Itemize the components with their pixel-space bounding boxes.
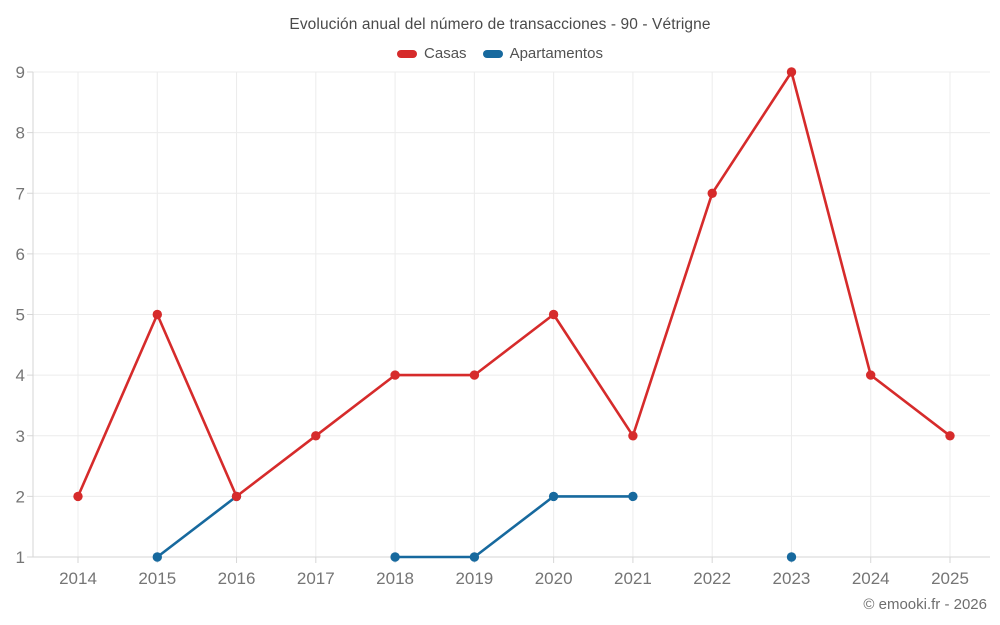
data-point-casas-2022 xyxy=(707,188,717,198)
data-point-casas-2021 xyxy=(628,431,638,441)
data-point-casas-2025 xyxy=(945,431,955,441)
y-tick-label: 1 xyxy=(16,548,25,567)
data-point-casas-2018 xyxy=(390,370,400,380)
y-tick-label: 8 xyxy=(16,124,25,143)
x-tick-label: 2020 xyxy=(535,569,573,588)
y-tick-label: 2 xyxy=(16,487,25,506)
x-tick-label: 2018 xyxy=(376,569,414,588)
x-tick-label: 2022 xyxy=(693,569,731,588)
data-point-apartamentos-2021 xyxy=(628,491,638,502)
y-tick-label: 7 xyxy=(16,184,25,203)
data-point-apartamentos-2015 xyxy=(152,552,162,562)
data-point-casas-2015 xyxy=(152,309,162,320)
y-tick-label: 9 xyxy=(16,63,25,82)
x-tick-label: 2014 xyxy=(59,569,97,588)
data-point-apartamentos-2018 xyxy=(390,552,400,562)
chart-title: Evolución anual del número de transaccio… xyxy=(289,16,711,33)
x-tick-label: 2019 xyxy=(455,569,493,588)
data-point-apartamentos-2019 xyxy=(469,552,480,562)
legend-item-apartamentos: Apartamentos xyxy=(482,45,603,62)
data-point-casas-2020 xyxy=(548,309,559,320)
x-tick-label: 2025 xyxy=(931,569,969,588)
data-point-casas-2023 xyxy=(786,67,797,77)
y-tick-label: 4 xyxy=(16,366,25,385)
y-tick-label: 3 xyxy=(16,427,25,446)
legend-swatch-casas xyxy=(397,49,418,58)
x-tick-label: 2015 xyxy=(138,569,176,588)
x-tick-label: 2024 xyxy=(852,569,890,588)
data-point-apartamentos-2020 xyxy=(548,491,559,502)
x-tick-label: 2016 xyxy=(218,569,256,588)
legend-swatch-apartamentos xyxy=(482,49,503,58)
data-point-casas-2016 xyxy=(231,491,242,502)
x-tick-label: 2021 xyxy=(614,569,652,588)
x-tick-label: 2017 xyxy=(297,569,335,588)
data-point-casas-2024 xyxy=(866,370,876,380)
legend-label-casas: Casas xyxy=(424,45,467,62)
footer-credit: © emooki.fr - 2026 xyxy=(863,596,987,613)
legend-item-casas: Casas xyxy=(397,45,467,62)
data-point-apartamentos-2023 xyxy=(786,552,797,562)
x-tick-label: 2023 xyxy=(773,569,811,588)
series-line-casas xyxy=(76,70,952,498)
data-point-casas-2017 xyxy=(311,431,321,441)
data-point-casas-2019 xyxy=(469,370,480,380)
legend-label-apartamentos: Apartamentos xyxy=(509,45,603,62)
y-tick-label: 5 xyxy=(16,306,25,325)
data-point-casas-2014 xyxy=(73,491,83,502)
y-tick-label: 6 xyxy=(16,245,25,264)
legend: Casas Apartamentos xyxy=(0,45,1000,62)
